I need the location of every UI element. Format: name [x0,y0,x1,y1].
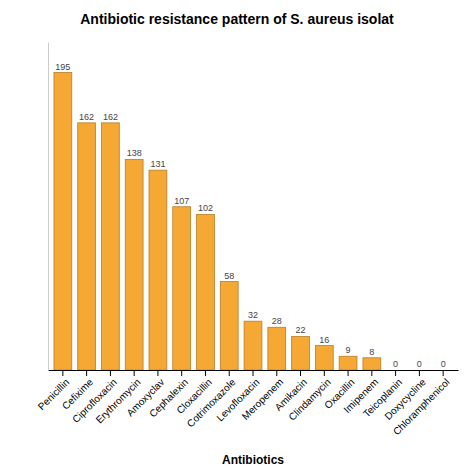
data-label: 32 [248,310,258,320]
bar [434,370,452,371]
x-tick-mark [348,370,349,376]
x-tick-mark [253,370,254,376]
bar [149,170,167,370]
data-label: 131 [150,159,165,169]
bar [268,327,286,370]
x-tick-mark [229,370,230,376]
data-label: 0 [441,359,446,369]
bar [410,370,428,371]
x-tick: Meropenem [240,370,286,422]
chart: 195 162 162 138 131 107 102 58 32 28 22 16 9 8 0 0 0Peni… [0,0,474,474]
data-label: 28 [272,316,282,326]
x-tick-mark [443,370,444,376]
bar [125,159,143,370]
x-tick-mark [324,370,325,376]
x-tick-mark [205,370,206,376]
data-label: 9 [346,345,351,355]
x-axis-title: Antibiotics [222,453,284,467]
data-label: 162 [103,112,118,122]
bar [363,358,381,370]
data-label: 102 [198,203,213,213]
bar [292,336,310,370]
x-tick: Erythromycin [94,370,143,425]
data-label: 16 [319,335,329,345]
data-label: 0 [393,359,398,369]
x-tick-mark [134,370,135,376]
y-axis-line [48,43,49,371]
bars [54,73,381,370]
x-tick-mark [419,370,420,376]
plot: 195 162 162 138 131 107 102 58 32 28 22 16 9 8 0 0 0Peni… [36,43,459,438]
y-axis [48,43,49,371]
x-axis: PenicillinCefiximeCiprofloxacinErythromy… [36,370,459,437]
data-label: 8 [369,347,374,357]
data-labels: 195 162 162 138 131 107 102 58 32 28 22 16 9 8 0 0 0 [55,62,445,369]
data-label: 107 [174,196,189,206]
x-tick-mark [371,370,372,376]
x-tick-mark [62,370,63,376]
x-tick-mark [395,370,396,376]
x-tick-mark [276,370,277,376]
data-label: 58 [224,271,234,281]
data-label: 162 [79,112,94,122]
bar [220,282,238,370]
x-tick: Clindamycin [286,370,332,423]
bar [101,123,119,370]
bar [387,370,405,371]
x-tick: Levofloxacin [214,370,261,423]
data-label: 195 [55,62,70,72]
bar [315,346,333,370]
x-tick-mark [86,370,87,376]
bar [173,207,191,370]
x-tick-label: Chloramphenicol [391,376,452,437]
bar [339,356,357,370]
bar [78,123,96,370]
data-label: 22 [296,325,306,335]
data-label: 138 [127,148,142,158]
x-tick-mark [181,370,182,376]
data-label: 0 [417,359,422,369]
x-tick: Chloramphenicol [391,370,452,437]
x-tick-mark [110,370,111,376]
bar [54,73,72,370]
title: Antibiotic resistance pattern of S. aure… [80,11,394,27]
bar [244,321,262,370]
x-tick-mark [157,370,158,376]
x-tick-mark [300,370,301,376]
bar [197,214,215,370]
